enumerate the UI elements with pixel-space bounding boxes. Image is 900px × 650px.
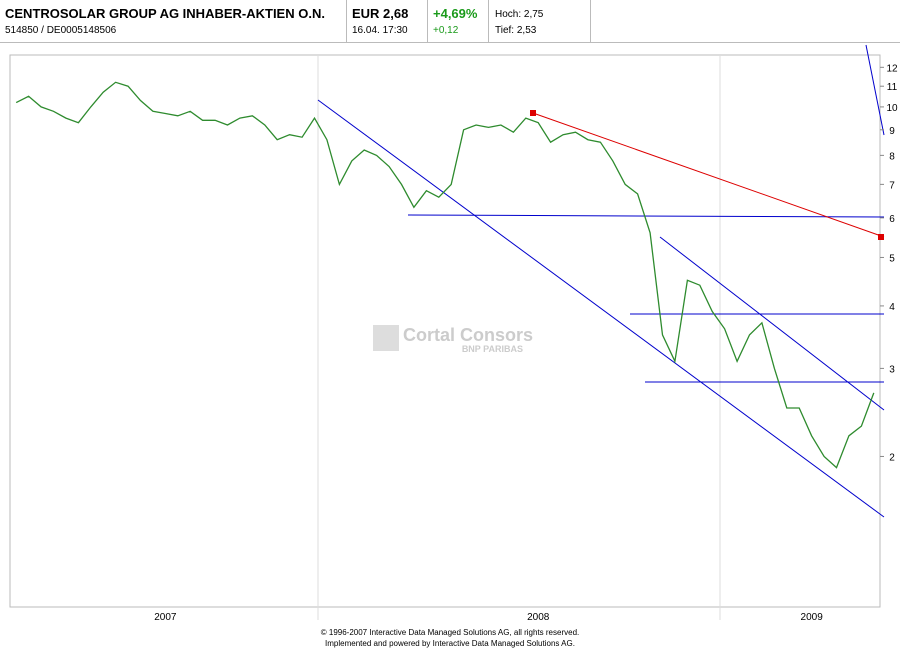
price-line — [15, 81, 875, 469]
header: CENTROSOLAR GROUP AG INHABER-AKTIEN O.N.… — [0, 0, 900, 43]
change-pct: +4,69% — [433, 6, 478, 21]
y-tick-label: 5 — [889, 253, 895, 264]
price: EUR 2,68 — [352, 6, 409, 21]
high: Hoch: 2,75 — [495, 9, 544, 20]
y-tick-label: 8 — [889, 151, 895, 162]
divider — [346, 0, 347, 42]
divider — [590, 0, 591, 42]
trend-lines — [317, 44, 885, 518]
watermark-sub: BNP PARIBAS — [462, 344, 523, 354]
y-tick-label: 7 — [889, 180, 895, 191]
trend-line — [865, 44, 885, 136]
low: Tief: 2,53 — [495, 25, 537, 36]
trend-line — [317, 99, 885, 518]
y-tick-label: 9 — [889, 126, 895, 137]
change: +0,12 — [433, 25, 459, 36]
y-tick-label: 11 — [887, 82, 898, 93]
x-tick-label: 2007 — [154, 612, 177, 623]
trend-line — [659, 236, 885, 411]
line-handle — [530, 110, 536, 116]
stock-id: 514850 / DE0005148506 — [5, 25, 117, 36]
time: 16.04. 17:30 — [352, 25, 408, 36]
watermark: Cortal Consors BNP PARIBAS — [373, 325, 533, 354]
y-tick-label: 3 — [889, 364, 895, 375]
y-tick-label: 6 — [889, 214, 895, 225]
credit: Implemented and powered by Interactive D… — [325, 639, 575, 648]
divider — [427, 0, 428, 42]
watermark-brand: Cortal Consors — [403, 325, 533, 345]
stock-name: CENTROSOLAR GROUP AG INHABER-AKTIEN O.N. — [5, 6, 325, 21]
line-handle — [878, 234, 884, 240]
x-tick-label: 2009 — [801, 612, 824, 623]
support-line — [407, 214, 885, 218]
y-tick-label: 4 — [889, 302, 895, 313]
watermark-logo — [373, 325, 399, 351]
x-tick-label: 2008 — [527, 612, 550, 623]
y-tick-label: 12 — [886, 63, 898, 74]
y-tick-label: 10 — [886, 103, 898, 114]
divider — [488, 0, 489, 42]
y-tick-label: 2 — [889, 452, 895, 463]
copyright: © 1996-2007 Interactive Data Managed Sol… — [321, 628, 579, 637]
plot-frame — [9, 54, 881, 608]
resistance-line — [532, 112, 885, 238]
chart: Cortal Consors BNP PARIBAS © 1996-2007 I… — [9, 44, 898, 648]
